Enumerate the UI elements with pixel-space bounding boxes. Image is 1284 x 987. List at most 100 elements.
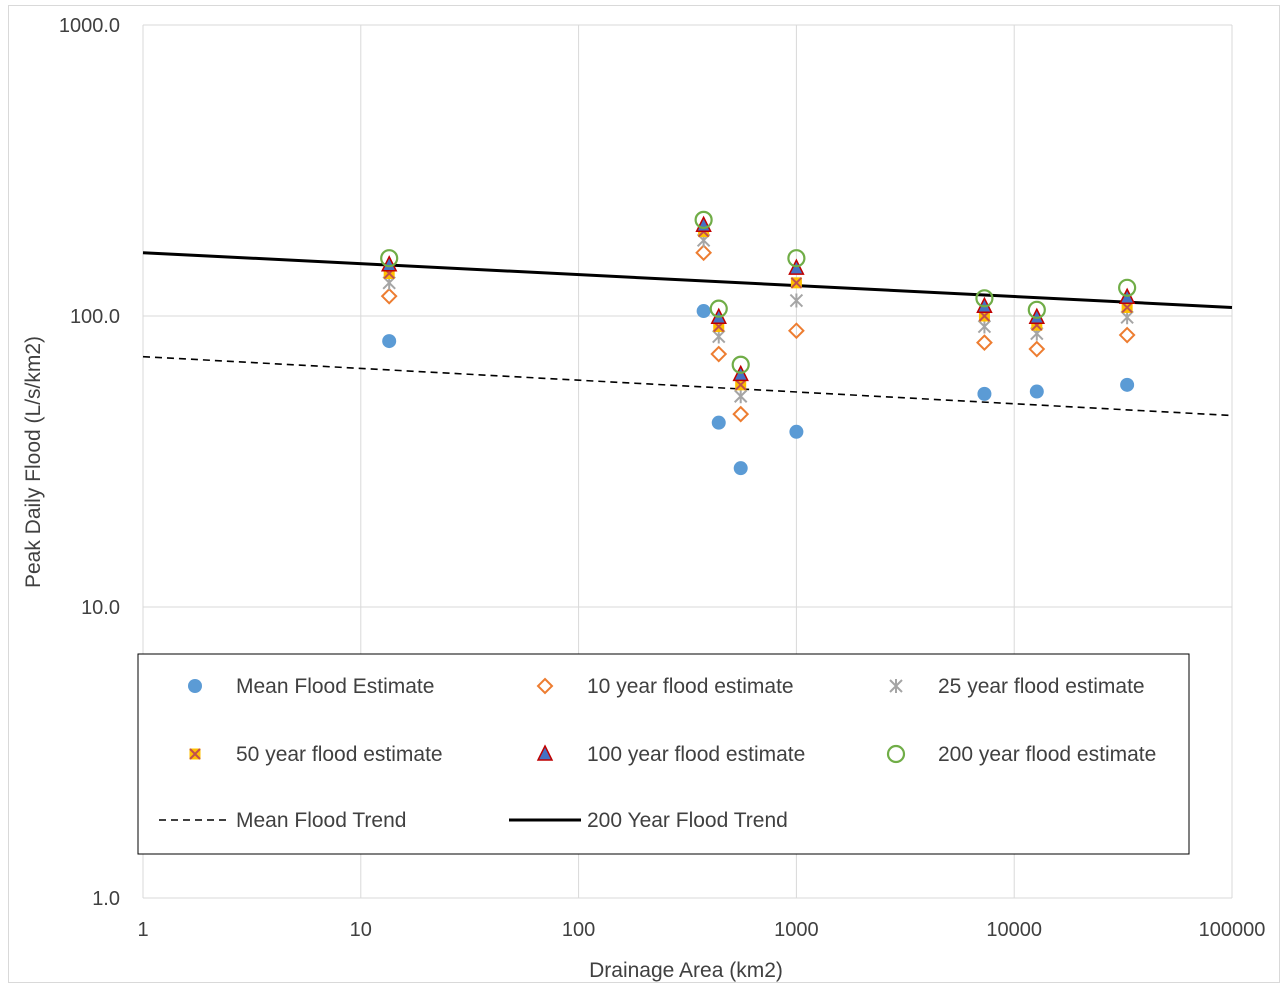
- y-tick-label: 100.0: [70, 306, 120, 328]
- marker-shape: [188, 679, 202, 693]
- 10-year-flood-estimate-point: [695, 244, 713, 262]
- 200-year-flood-estimate-point: [975, 289, 994, 308]
- marker-shape: [1120, 377, 1135, 392]
- 10-year-flood-estimate-point: [1028, 340, 1046, 358]
- legend-label: 200 year flood estimate: [938, 743, 1156, 766]
- 100-year-flood-estimate-point: [380, 255, 398, 272]
- mean-flood-estimate-point: [977, 386, 992, 401]
- marker-cross: [189, 748, 201, 760]
- marker-cross: [1121, 301, 1133, 314]
- legend-box: [137, 653, 1190, 855]
- mean-flood-estimate-point: [382, 334, 397, 349]
- legend-label: 10 year flood estimate: [587, 675, 794, 698]
- marker-shape: [733, 389, 748, 404]
- 10-year-flood-estimate-point: [710, 345, 728, 363]
- y-tick-label: 1000.0: [59, 15, 120, 37]
- marker-shape: [1118, 326, 1136, 344]
- marker-shape: [536, 677, 554, 695]
- x-tick-label: 10: [350, 919, 372, 941]
- marker-shape: [787, 322, 805, 340]
- legend-marker: [536, 677, 554, 695]
- 200-year-flood-estimate-point: [731, 355, 750, 374]
- 10-year-flood-estimate-point: [732, 405, 750, 423]
- legend-marker: [536, 744, 554, 761]
- marker-shape: [886, 744, 906, 764]
- legend-marker: [189, 748, 201, 760]
- marker-shape: [1027, 300, 1046, 319]
- y-axis-title: Peak Daily Flood (L/s/km2): [22, 336, 45, 588]
- legend-label: 200 Year Flood Trend: [587, 809, 788, 832]
- marker-shape: [975, 289, 994, 308]
- marker-cross: [734, 379, 747, 391]
- marker-shape: [380, 249, 399, 268]
- 10-year-flood-estimate-point: [976, 334, 993, 352]
- 200-year-flood-estimate-point: [787, 249, 806, 268]
- tick-labels: 1 10 100 1000 10000 100000 1.0 10.0 100.0 1000.0: [59, 15, 1266, 941]
- marker-shape: [733, 461, 748, 476]
- x-tick-label: 1: [137, 919, 148, 941]
- x-tick-label: 100: [562, 919, 595, 941]
- 10-year-flood-estimate-point: [787, 322, 805, 340]
- marker-shape: [977, 319, 992, 334]
- marker-shape: [709, 299, 728, 318]
- mean-flood-estimate-point: [696, 304, 711, 319]
- flood-200-year-trend-line: [142, 251, 1233, 309]
- marker-shape: [787, 249, 806, 268]
- 200-year-flood-estimate-point: [1118, 278, 1137, 297]
- x-tick-label: 10000: [986, 919, 1042, 941]
- marker-shape: [789, 293, 804, 308]
- marker-shape: [695, 215, 712, 233]
- 200-year-flood-estimate-point: [709, 299, 728, 318]
- x-tick-label: 100000: [1199, 919, 1266, 941]
- marker-shape: [380, 287, 398, 305]
- 10-year-flood-estimate-point: [380, 287, 398, 305]
- marker-shape: [694, 210, 713, 229]
- x-tick-label: 1000: [774, 919, 819, 941]
- legend-label: 100 year flood estimate: [587, 743, 805, 766]
- mean-flood-estimate-point: [1029, 384, 1044, 399]
- legend-label: 50 year flood estimate: [236, 743, 443, 766]
- marker-shape: [696, 304, 711, 319]
- y-tick-label: 1.0: [92, 888, 120, 910]
- 25-year-flood-estimate-point: [789, 293, 804, 308]
- 25-year-flood-estimate-point: [733, 389, 748, 404]
- marker-shape: [536, 744, 554, 761]
- 50-year-flood-estimate-point: [790, 277, 803, 289]
- legend-label: Mean Flood Trend: [236, 809, 406, 832]
- marker-shape: [1029, 384, 1044, 399]
- mean-flood-estimate-point: [711, 415, 726, 430]
- marker-shape: [731, 355, 750, 374]
- marker-shape: [977, 386, 992, 401]
- marker-shape: [695, 244, 713, 262]
- 50-year-flood-estimate-point: [1121, 301, 1133, 314]
- marker-shape: [711, 415, 726, 430]
- marker-shape: [710, 345, 728, 363]
- marker-shape: [1118, 278, 1137, 297]
- mean-flood-estimate-point: [733, 461, 748, 476]
- legend-marker: [889, 679, 903, 693]
- legend-marker: [188, 679, 202, 693]
- marker-shape: [976, 334, 993, 352]
- legend: Mean Flood Estimate 10 year flood estimat…: [137, 653, 1190, 855]
- 25-year-flood-estimate-point: [977, 319, 992, 334]
- marker-shape: [382, 334, 397, 349]
- mean-flood-trend-line: [142, 355, 1233, 417]
- mean-flood-estimate-point: [789, 424, 804, 439]
- marker-shape: [1028, 340, 1046, 358]
- y-tick-label: 10.0: [81, 597, 120, 619]
- x-axis-title: Drainage Area (km2): [589, 959, 783, 982]
- chart-frame: [8, 5, 1280, 983]
- legend-items: Mean Flood Estimate 10 year flood estimat…: [159, 675, 1156, 832]
- marker-shape: [380, 255, 398, 272]
- 200-year-flood-estimate-point: [380, 249, 399, 268]
- mean-flood-estimate-point: [1120, 377, 1135, 392]
- marker-shape: [732, 405, 750, 423]
- legend-label: 25 year flood estimate: [938, 675, 1145, 698]
- 200-year-flood-estimate-point: [1027, 300, 1046, 319]
- marker-cross: [790, 277, 803, 289]
- data-points: [380, 210, 1137, 476]
- 10-year-flood-estimate-point: [1118, 326, 1136, 344]
- 50-year-flood-estimate-point: [734, 379, 747, 391]
- marker-shape: [789, 424, 804, 439]
